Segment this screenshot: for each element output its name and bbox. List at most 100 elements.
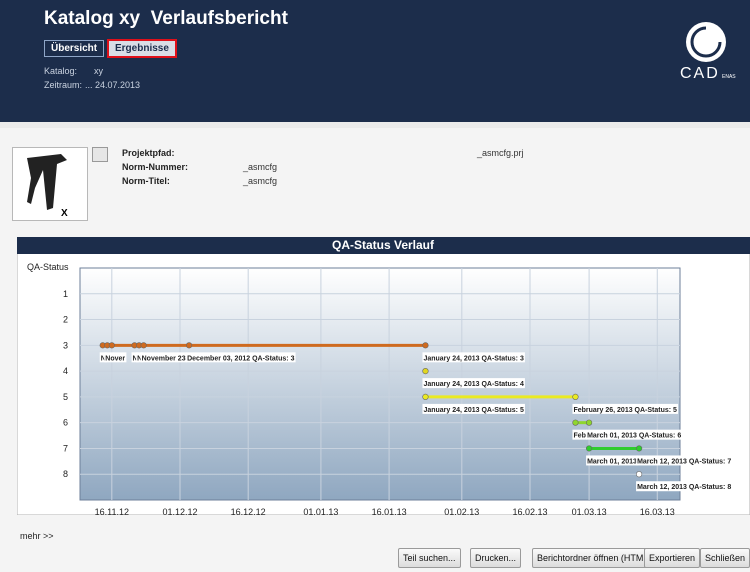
tab-results[interactable]: Ergebnisse — [107, 39, 177, 58]
data-point — [140, 342, 147, 349]
info-label: Norm-Titel: — [122, 176, 170, 186]
data-point — [635, 445, 643, 452]
thumbnail: X — [12, 147, 88, 221]
button[interactable]: Schließen — [700, 548, 750, 568]
data-label: March 12, 2013 QA-Status: 8 — [636, 481, 733, 492]
button[interactable]: Berichtordner öffnen (HTML) — [532, 548, 657, 568]
data-label-text: December 03, 2012 QA-Status: 3 — [187, 355, 294, 362]
data-label: March 12, 2013 QA-Status: 7 — [636, 455, 733, 466]
chart-title: QA-Status Verlauf — [332, 238, 435, 252]
data-point — [422, 368, 429, 375]
y-tick-label: 7 — [63, 443, 68, 453]
logo: CAD ENAS — [680, 22, 736, 82]
data-label: N — [99, 352, 107, 363]
data-label: N — [136, 352, 144, 363]
x-tick-label: 16.03.13 — [640, 507, 675, 515]
data-label-text: February 26, 2013 QA-Status: 5 — [573, 407, 677, 414]
data-label-box — [636, 481, 733, 492]
data-label-text: March 12, 2013 QA-Status: 7 — [637, 458, 731, 465]
button[interactable]: Teil suchen... — [398, 548, 461, 568]
y-tick-label: 2 — [63, 315, 68, 325]
data-label-box — [104, 352, 127, 363]
data-label-box — [586, 455, 639, 466]
more-link[interactable]: mehr >> — [20, 531, 54, 541]
part-image: X — [27, 154, 68, 219]
data-label-text: March 12, 2013 QA-Status: 8 — [637, 484, 731, 491]
header — [0, 0, 750, 122]
info-label: Projektpfad: — [122, 148, 175, 158]
tab-overview[interactable]: Übersicht — [44, 40, 105, 57]
x-tick-label: 16.02.13 — [512, 507, 547, 515]
data-label: N — [131, 352, 139, 363]
data-label: February 26, 2013 QA-Status: 5 — [572, 403, 679, 414]
data-label-box — [572, 403, 679, 414]
data-label-text: January 24, 2013 QA-Status: 5 — [423, 407, 523, 414]
data-label: December 03, 2012 QA-Status: 3 — [186, 352, 296, 363]
x-tick-label: 01.12.12 — [162, 507, 197, 515]
data-point — [422, 342, 429, 349]
info-value: _asmcfg — [243, 176, 278, 186]
button[interactable]: Exportieren — [644, 548, 701, 568]
data-label: November 23 — [140, 352, 187, 363]
data-point — [422, 393, 429, 400]
data-point — [108, 342, 115, 349]
info-value: _asmcfg.prj — [477, 148, 524, 158]
catalog-label: Katalog: — [44, 66, 78, 76]
y-tick-label: 5 — [63, 392, 68, 402]
chart-title-bar — [17, 237, 750, 254]
data-label-text: November 23 — [142, 355, 186, 362]
axis-marker: X — [61, 208, 68, 219]
data-label-box — [140, 352, 187, 363]
data-label-text: Nover — [105, 355, 125, 362]
data-point — [572, 393, 579, 400]
data-label-text: March 01, 2013 — [587, 458, 637, 465]
data-label-box — [186, 352, 296, 363]
data-label: January 24, 2013 QA-Status: 3 — [422, 352, 525, 363]
data-label-text: N — [133, 355, 138, 362]
data-label: March 01, 2013 — [586, 455, 639, 466]
logo-main: CAD — [680, 65, 720, 82]
data-label-text: N — [101, 355, 106, 362]
data-label: March 01, 2013 QA-Status: 6 — [586, 429, 683, 440]
data-label-box — [136, 352, 144, 363]
data-label: January 24, 2013 QA-Status: 4 — [422, 378, 525, 389]
data-point — [572, 419, 579, 426]
data-label-text: Feb — [573, 433, 585, 440]
data-label-text: March 01, 2013 QA-Status: 6 — [587, 433, 681, 440]
data-label-text: N — [137, 355, 142, 362]
data-label-text: January 24, 2013 QA-Status: 3 — [423, 355, 523, 362]
data-label-box — [572, 429, 587, 440]
data-label: January 24, 2013 QA-Status: 5 — [422, 403, 525, 414]
data-label-box — [586, 429, 683, 440]
catalog-value: xy — [94, 66, 103, 76]
data-label: Nover — [104, 352, 127, 363]
data-label-box — [636, 455, 733, 466]
y-axis-title: QA-Status — [27, 262, 69, 272]
period-label: Zeitraum: — [44, 80, 83, 90]
y-tick-label: 1 — [63, 289, 68, 299]
data-point — [585, 419, 593, 426]
data-label-text: January 24, 2013 QA-Status: 4 — [423, 381, 523, 388]
x-tick-label: 01.01.13 — [303, 507, 338, 515]
x-tick-label: 01.02.13 — [444, 507, 479, 515]
y-tick-label: 6 — [63, 418, 68, 428]
info-label: Norm-Nummer: — [122, 162, 189, 172]
data-point — [185, 342, 193, 349]
y-tick-label: 3 — [63, 340, 68, 350]
data-point — [585, 445, 593, 452]
data-label: Feb — [572, 429, 587, 440]
data-label-box — [422, 403, 525, 414]
x-tick-label: 16.12.12 — [231, 507, 266, 515]
y-tick-label: 4 — [63, 366, 68, 376]
edit-button[interactable] — [92, 147, 108, 162]
x-tick-label: 16.01.13 — [372, 507, 407, 515]
info-value: _asmcfg — [243, 162, 278, 172]
chart: QA-Status Verlauf QA-Status 1 2 3 4 5 6 7 8 16.1… — [17, 237, 750, 515]
logo-sub: ENAS — [722, 74, 736, 80]
x-tick-label: 16.11.12 — [95, 507, 129, 515]
button[interactable]: Drucken... — [470, 548, 522, 568]
data-label-box — [131, 352, 139, 363]
report-title: Katalog xy Verlaufsbericht — [44, 8, 288, 29]
data-label-box — [99, 352, 107, 363]
